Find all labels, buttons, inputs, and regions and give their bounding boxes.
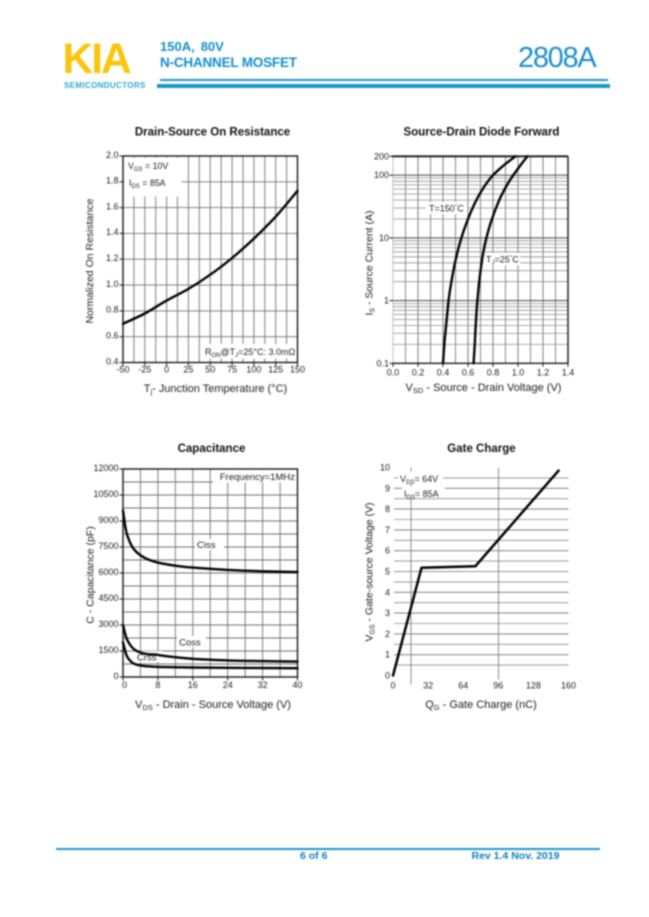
svg-text:4: 4	[385, 587, 390, 597]
svg-text:Normalized On Resistance: Normalized On Resistance	[84, 198, 96, 323]
svg-text:Drain-Source On Resistance: Drain-Source On Resistance	[135, 127, 290, 139]
svg-text:C - Capacitance (pF): C - Capacitance (pF)	[85, 526, 97, 623]
svg-text:3: 3	[385, 608, 390, 618]
svg-text:2: 2	[385, 629, 390, 639]
svg-text:VDS= 64V: VDS= 64V	[400, 474, 438, 486]
svg-text:3000: 3000	[98, 619, 118, 629]
svg-text:200: 200	[374, 151, 389, 161]
svg-text:32: 32	[258, 680, 268, 690]
svg-text:IS - Source Current (A): IS - Source Current (A)	[364, 210, 377, 315]
svg-text:Capacitance: Capacitance	[178, 443, 246, 455]
svg-text:0.4: 0.4	[437, 368, 450, 378]
svg-text:Crss: Crss	[137, 653, 157, 664]
svg-text:1.4: 1.4	[106, 227, 119, 237]
svg-text:0.4: 0.4	[106, 356, 119, 366]
svg-text:9000: 9000	[98, 515, 118, 525]
svg-text:T=150°C: T=150°C	[429, 204, 464, 214]
svg-text:0: 0	[122, 680, 127, 690]
svg-text:6: 6	[385, 546, 390, 556]
svg-text:160: 160	[561, 681, 576, 691]
svg-text:12000: 12000	[93, 463, 118, 473]
svg-text:0.8: 0.8	[487, 368, 500, 378]
svg-text:1500: 1500	[98, 645, 118, 655]
svg-text:QG - Gate Charge (nC): QG - Gate Charge (nC)	[425, 699, 537, 712]
svg-text:VDS - Drain - Source Voltage (: VDS - Drain - Source Voltage (V)	[135, 699, 291, 712]
svg-text:0: 0	[113, 671, 118, 681]
svg-text:RON@TJ=25°C: 3.0mΩ: RON@TJ=25°C: 3.0mΩ	[205, 347, 296, 359]
svg-text:100: 100	[374, 170, 389, 180]
svg-text:1: 1	[384, 296, 389, 306]
svg-text:Ciss: Ciss	[197, 540, 216, 551]
svg-text:1.0: 1.0	[512, 368, 525, 378]
svg-text:64: 64	[458, 681, 468, 691]
svg-text:0.0: 0.0	[387, 368, 400, 378]
svg-text:8: 8	[155, 680, 160, 690]
svg-text:0.6: 0.6	[106, 331, 119, 341]
svg-text:0: 0	[385, 671, 390, 681]
svg-text:0.2: 0.2	[412, 368, 425, 378]
svg-text:32: 32	[423, 681, 433, 691]
svg-text:0.8: 0.8	[106, 305, 119, 315]
svg-text:16: 16	[188, 680, 198, 690]
svg-text:1.6: 1.6	[106, 201, 119, 211]
svg-text:75: 75	[227, 365, 237, 375]
svg-text:125: 125	[268, 365, 283, 375]
svg-text:Frequency=1MHz: Frequency=1MHz	[220, 472, 295, 483]
svg-text:Tj- Junction Temperature (°C): Tj- Junction Temperature (°C)	[144, 383, 287, 396]
svg-text:1: 1	[385, 650, 390, 660]
svg-text:7500: 7500	[98, 541, 118, 551]
svg-text:-25: -25	[138, 365, 151, 375]
svg-text:96: 96	[493, 681, 503, 691]
svg-text:1.0: 1.0	[106, 279, 119, 289]
svg-text:10: 10	[379, 233, 389, 243]
svg-text:0: 0	[390, 681, 395, 691]
svg-text:128: 128	[526, 681, 541, 691]
svg-text:4500: 4500	[98, 593, 118, 603]
svg-text:10500: 10500	[93, 489, 118, 499]
svg-text:5: 5	[385, 567, 390, 577]
svg-text:VSD - Source - Drain Voltage (: VSD - Source - Drain Voltage (V)	[406, 382, 562, 395]
svg-text:1.2: 1.2	[537, 368, 550, 378]
svg-text:1.4: 1.4	[562, 368, 575, 378]
svg-text:8: 8	[385, 504, 390, 514]
svg-text:1.2: 1.2	[106, 253, 119, 263]
svg-text:6000: 6000	[98, 567, 118, 577]
svg-text:1.8: 1.8	[106, 176, 119, 186]
svg-text:9: 9	[385, 483, 390, 493]
svg-text:2.0: 2.0	[106, 150, 119, 160]
svg-text:150: 150	[290, 365, 305, 375]
svg-text:-50: -50	[116, 365, 129, 375]
svg-text:24: 24	[223, 680, 233, 690]
svg-text:50: 50	[205, 365, 215, 375]
svg-text:7: 7	[385, 525, 390, 535]
svg-text:0.1: 0.1	[376, 358, 389, 368]
svg-text:0.6: 0.6	[462, 368, 475, 378]
svg-text:100: 100	[246, 365, 261, 375]
svg-text:0: 0	[164, 365, 169, 375]
svg-text:VGS - Gate-source Voltage (V): VGS - Gate-source Voltage (V)	[364, 502, 377, 641]
svg-text:Source-Drain Diode Forward: Source-Drain Diode Forward	[404, 127, 560, 139]
svg-text:40: 40	[292, 680, 302, 690]
svg-text:Coss: Coss	[179, 638, 201, 649]
svg-text:25: 25	[183, 365, 193, 375]
svg-text:Gate Charge: Gate Charge	[447, 443, 515, 455]
svg-text:10: 10	[380, 463, 390, 473]
